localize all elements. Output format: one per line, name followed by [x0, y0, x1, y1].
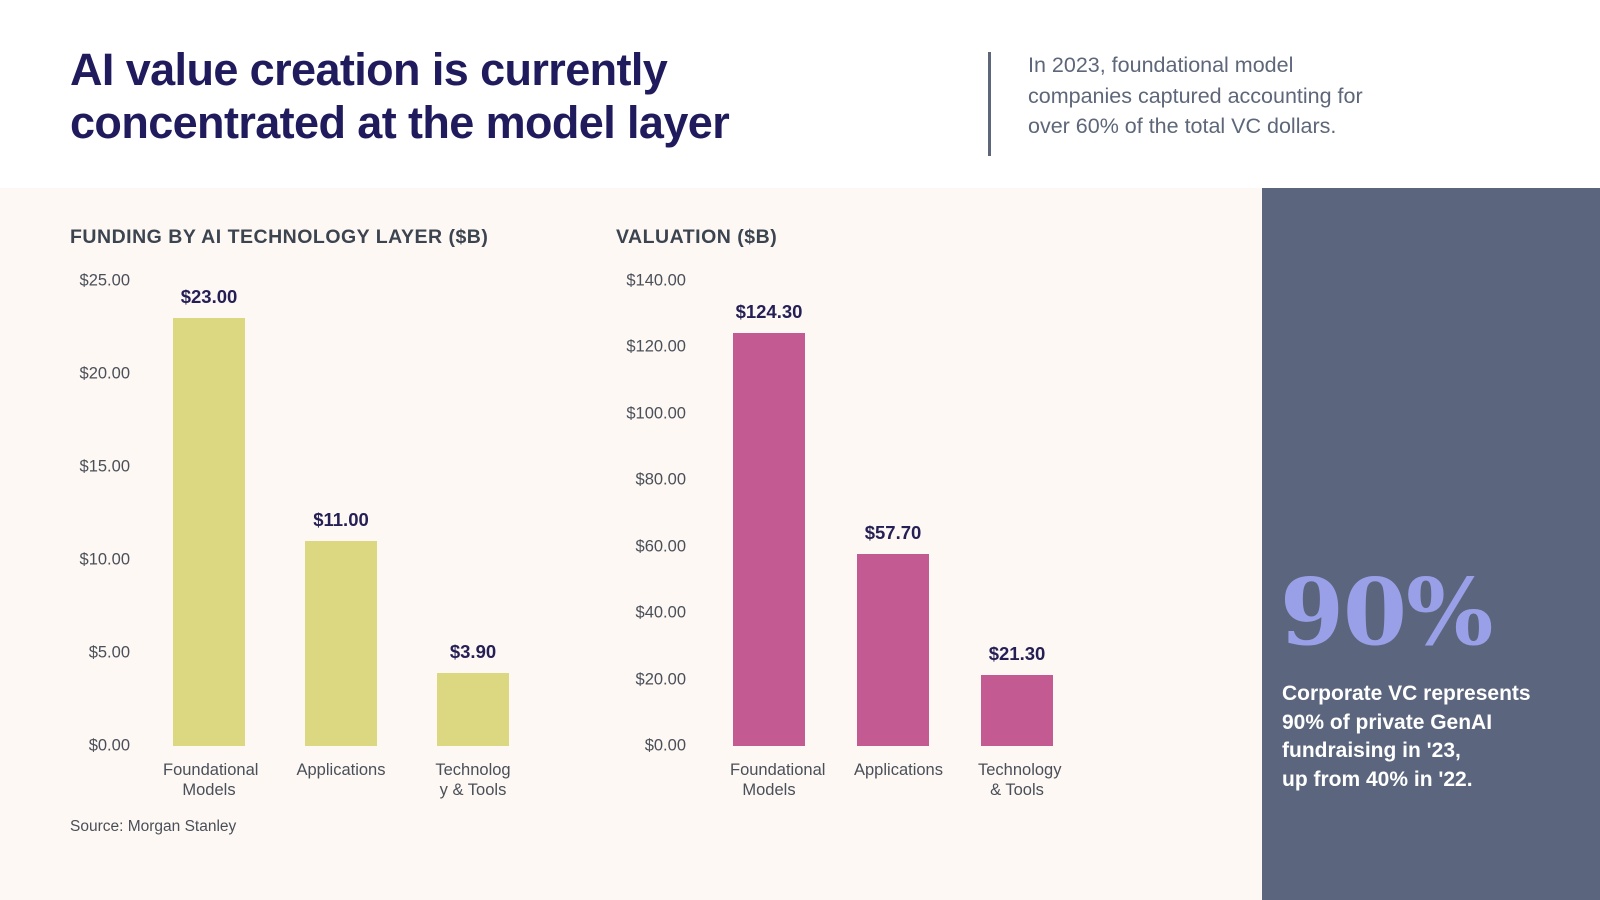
y-axis-tick: $10.00 [79, 550, 130, 569]
y-axis-tick: $100.00 [626, 404, 686, 423]
bar[interactable] [173, 318, 245, 746]
y-axis-tick: $25.00 [79, 271, 130, 290]
bar-group: $21.30 Technology & Tools [978, 281, 1061, 799]
side-panel-caption: Corporate VC represents 90% of private G… [1282, 682, 1531, 791]
bar-value-label: $57.70 [864, 522, 922, 544]
y-axis-tick: $20.00 [635, 670, 686, 689]
chart-funding-by-layer: FUNDING BY AI TECHNOLOGY LAYER ($B) $25.… [0, 188, 600, 900]
source-note: Source: Morgan Stanley [70, 818, 237, 835]
y-axis-valuation: $140.00 $120.00 $100.00 $80.00 $60.00 $40.00 $… [586, 272, 686, 755]
bar-group: $11.00 Applications [297, 281, 386, 779]
y-axis-tick: $60.00 [635, 537, 686, 556]
plot-area-valuation: $124.30 Foundational Models $57.70 Applicat… [700, 281, 1120, 799]
y-axis-tick: $140.00 [626, 271, 686, 290]
x-axis-category-label: Foundational Models [163, 761, 259, 800]
side-panel: 90% Corporate VC represents 90% of priva… [1262, 188, 1600, 900]
header: AI value creation is currently concentra… [0, 0, 1600, 188]
chart-title-funding: FUNDING BY AI TECHNOLOGY LAYER ($B) [70, 226, 489, 248]
vertical-divider [988, 52, 991, 156]
bar-value-label: $21.30 [988, 643, 1046, 665]
x-axis-category-label: Applications [854, 761, 943, 779]
bar[interactable] [437, 673, 509, 746]
y-axis-tick: $5.00 [88, 643, 130, 662]
side-panel-stat: 90% [1280, 558, 1493, 666]
chart-valuation: VALUATION ($B) $140.00 $120.00 $100.00 $80.… [548, 188, 1248, 900]
plot-area-funding: $23.00 Foundational Models $11.00 Applicati… [140, 281, 540, 799]
page-title: AI value creation is currently concentra… [70, 44, 730, 148]
y-axis-tick: $15.00 [79, 457, 130, 476]
bar-value-label: $11.00 [313, 509, 369, 531]
x-axis-category-label: Technolog y & Tools [435, 761, 511, 800]
y-axis-tick: $80.00 [635, 470, 686, 489]
x-axis-category-label: Foundational Models [730, 761, 826, 800]
y-axis-tick: $0.00 [88, 736, 130, 755]
header-subtitle-block: In 2023, foundational model companies ca… [988, 50, 1458, 156]
bar-value-label: $23.00 [180, 286, 238, 308]
bar[interactable] [733, 333, 805, 746]
x-axis-category-label: Applications [296, 761, 386, 779]
bar-group: $124.30 Foundational Models [730, 281, 825, 799]
y-axis-tick: $40.00 [635, 603, 686, 622]
bar-group: $57.70 Applications [854, 281, 943, 779]
bar[interactable] [857, 554, 929, 746]
bar-value-label: $124.30 [735, 301, 803, 323]
x-axis-category-label: Technology & Tools [978, 761, 1062, 800]
bar[interactable] [305, 541, 377, 746]
y-axis-tick: $0.00 [644, 736, 686, 755]
bar-group: $3.90 Technolog y & Tools [435, 281, 510, 799]
chart-title-valuation: VALUATION ($B) [616, 226, 778, 248]
bar-value-label: $3.90 [449, 641, 497, 663]
header-subtitle: In 2023, foundational model companies ca… [1028, 53, 1363, 139]
y-axis-funding: $25.00 $20.00 $15.00 $10.00 $5.00 $0.00 [30, 272, 130, 755]
y-axis-tick: $120.00 [626, 337, 686, 356]
y-axis-tick: $20.00 [79, 364, 130, 383]
bar[interactable] [981, 675, 1053, 746]
bar-group: $23.00 Foundational Models [163, 281, 258, 799]
